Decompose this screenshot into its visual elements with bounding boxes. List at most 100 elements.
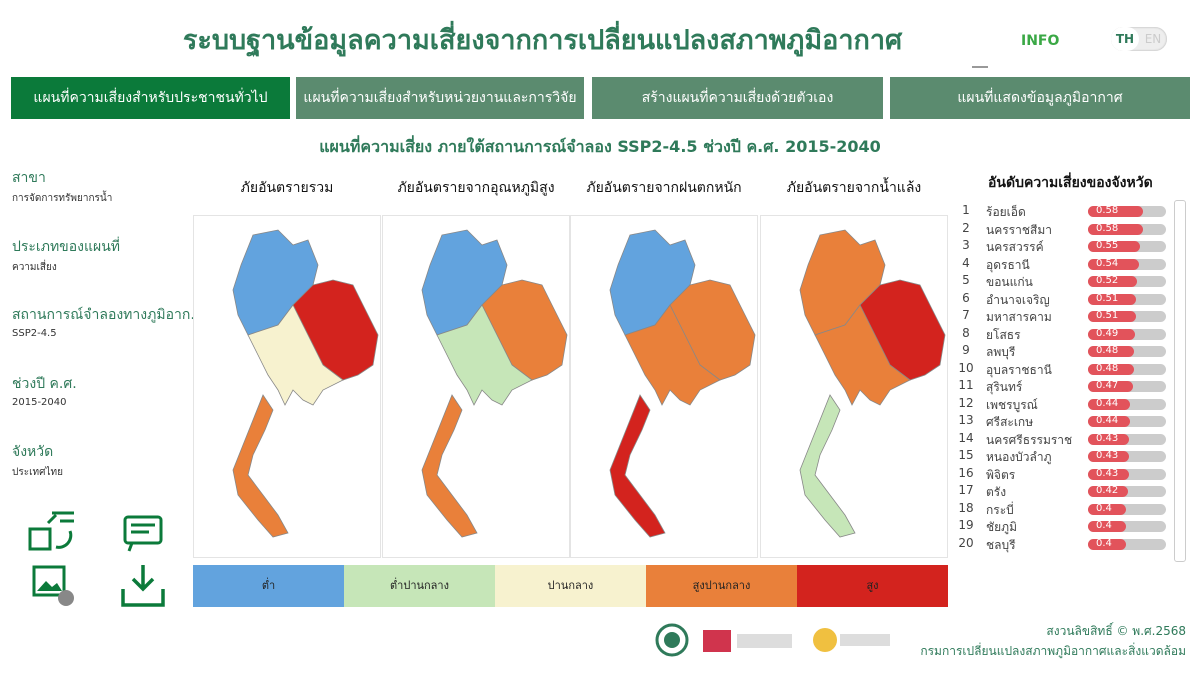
score-label: 0.47 — [1096, 380, 1119, 391]
lang-en[interactable]: EN — [1144, 32, 1162, 46]
ranking-row: 15 หนองบัวลำภู 0.43 — [958, 448, 1172, 465]
ranking-row: 3 นครสวรรค์ 0.55 — [958, 238, 1172, 255]
filter-label: จังหวัด — [12, 444, 54, 460]
score-track: 0.4 — [1088, 502, 1166, 515]
province-name: ลพบุรี — [986, 345, 1016, 359]
province-name: สุรินทร์ — [986, 380, 1023, 394]
tab[interactable]: แผนที่ความเสี่ยงสำหรับประชาชนทั่วไป — [11, 77, 290, 119]
province-name: ศรีสะเกษ — [986, 415, 1034, 429]
image-download-icon[interactable] — [32, 565, 74, 606]
score-label: 0.52 — [1096, 275, 1119, 286]
score-label: 0.44 — [1096, 397, 1119, 409]
scrollbar[interactable] — [1174, 200, 1186, 562]
score-bar: 0.55 — [1088, 240, 1141, 252]
download-icon[interactable] — [121, 565, 165, 607]
score-bar: 0.51 — [1088, 293, 1137, 305]
score-label: 0.44 — [1096, 415, 1119, 426]
filter-label: ช่วงปี ค.ศ. — [12, 376, 77, 392]
map-panel — [193, 215, 381, 558]
ranking-row: 6 อำนาจเจริญ 0.51 — [958, 291, 1172, 308]
ranking-row: 4 อุดรธานี 0.54 — [958, 256, 1172, 273]
score-label: 0.43 — [1096, 432, 1119, 444]
score-bar: 0.51 — [1088, 310, 1137, 322]
score-track: 0.54 — [1088, 257, 1166, 270]
province-name: กระบี่ — [986, 502, 1014, 517]
rank-number: 9 — [962, 343, 970, 357]
score-bar: 0.54 — [1088, 257, 1140, 270]
page-title: ระบบฐานข้อมูลความเสี่ยงจากการเปลี่ยนแปลง… — [182, 25, 903, 56]
filter-label: สาขา — [12, 170, 46, 186]
ranking-row: 19 ชัยภูมิ 0.4 — [958, 518, 1172, 535]
share-icon[interactable] — [28, 511, 74, 551]
rank-number: 6 — [962, 290, 970, 305]
score-track: 0.47 — [1088, 380, 1166, 392]
score-track: 0.44 — [1088, 415, 1166, 427]
score-track: 0.55 — [1088, 240, 1166, 252]
score-track: 0.58 — [1088, 222, 1166, 235]
ranking-row: 11 สุรินทร์ 0.47 — [958, 378, 1172, 395]
ranking-row: 13 ศรีสะเกษ 0.44 — [958, 413, 1172, 430]
score-bar: 0.44 — [1088, 397, 1130, 410]
ranking-row: 10 อุบลราชธานี 0.48 — [958, 361, 1172, 378]
score-track: 0.43 — [1088, 467, 1166, 480]
info-link[interactable]: INFO — [1021, 33, 1060, 49]
score-label: 0.49 — [1096, 327, 1119, 339]
rank-number: 14 — [958, 430, 974, 445]
province-name: อุบลราชธานี — [986, 362, 1052, 377]
tab[interactable]: แผนที่แสดงข้อมูลภูมิอากาศ — [890, 77, 1190, 119]
score-label: 0.54 — [1096, 257, 1119, 269]
score-bar: 0.48 — [1088, 345, 1134, 357]
tab[interactable]: แผนที่ความเสี่ยงสำหรับหน่วยงานและการวิจั… — [296, 77, 584, 119]
province-name: พิจิตร — [986, 467, 1016, 482]
map-title: ภัยอันตรายจากฝนตกหนัก — [586, 180, 742, 196]
logo — [813, 628, 837, 652]
score-track: 0.4 — [1088, 520, 1166, 532]
maps — [193, 215, 948, 558]
legend: ต่ำ ต่ำปานกลาง ปานกลาง สูงปานกลาง สูง — [193, 565, 948, 607]
divider — [972, 66, 988, 68]
province-name: ชลบุรี — [986, 537, 1016, 552]
score-label: 0.4 — [1096, 502, 1112, 514]
ranking-title: อันดับความเสี่ยงของจังหวัด — [988, 175, 1153, 191]
ranking-row: 12 เพชรบูรณ์ 0.44 — [958, 396, 1172, 413]
score-track: 0.58 — [1088, 205, 1166, 217]
score-bar: 0.43 — [1088, 450, 1129, 462]
score-label: 0.58 — [1096, 222, 1119, 234]
score-track: 0.42 — [1088, 485, 1166, 497]
legend-item: สูงปานกลาง — [646, 565, 797, 607]
score-bar: 0.42 — [1088, 485, 1128, 497]
province-name: ชัยภูมิ — [986, 520, 1017, 534]
map-panel — [760, 215, 948, 558]
ranking-row: 1 ร้อยเอ็ด 0.58 — [958, 203, 1172, 220]
rank-number: 13 — [958, 413, 974, 427]
score-label: 0.43 — [1096, 467, 1119, 479]
comment-icon[interactable] — [123, 515, 163, 552]
rank-number: 17 — [958, 483, 974, 497]
score-bar: 0.58 — [1088, 222, 1144, 235]
filter-value: ประเทศไทย — [12, 467, 63, 478]
score-label: 0.51 — [1096, 310, 1119, 321]
tab[interactable]: สร้างแผนที่ความเสี่ยงด้วยตัวเอง — [592, 77, 883, 119]
legend-item: ต่ำ — [193, 565, 344, 607]
score-track: 0.51 — [1088, 293, 1166, 305]
score-bar: 0.49 — [1088, 327, 1135, 340]
language-toggle[interactable]: TH EN — [1111, 27, 1167, 51]
legend-item: สูง — [797, 565, 948, 607]
map-title: ภัยอันตรายจากอุณหภูมิสูง — [397, 180, 555, 196]
score-track: 0.44 — [1088, 397, 1166, 410]
score-bar: 0.4 — [1088, 502, 1126, 515]
lang-th[interactable]: TH — [1111, 27, 1139, 51]
copyright: สงวนลิขสิทธิ์ © พ.ศ.2568 — [1046, 624, 1186, 638]
rank-number: 16 — [958, 465, 974, 480]
partner-logos — [655, 623, 890, 657]
score-track: 0.49 — [1088, 327, 1166, 340]
rank-number: 5 — [962, 273, 970, 287]
ranking-row: 14 นครศรีธรรมราช 0.43 — [958, 431, 1172, 448]
score-bar: 0.43 — [1088, 467, 1129, 480]
score-track: 0.48 — [1088, 363, 1166, 375]
logo — [703, 630, 731, 652]
score-label: 0.48 — [1096, 345, 1119, 356]
score-bar: 0.43 — [1088, 432, 1129, 445]
score-bar: 0.58 — [1088, 205, 1144, 217]
ranking-row: 5 ขอนแก่น 0.52 — [958, 273, 1172, 290]
